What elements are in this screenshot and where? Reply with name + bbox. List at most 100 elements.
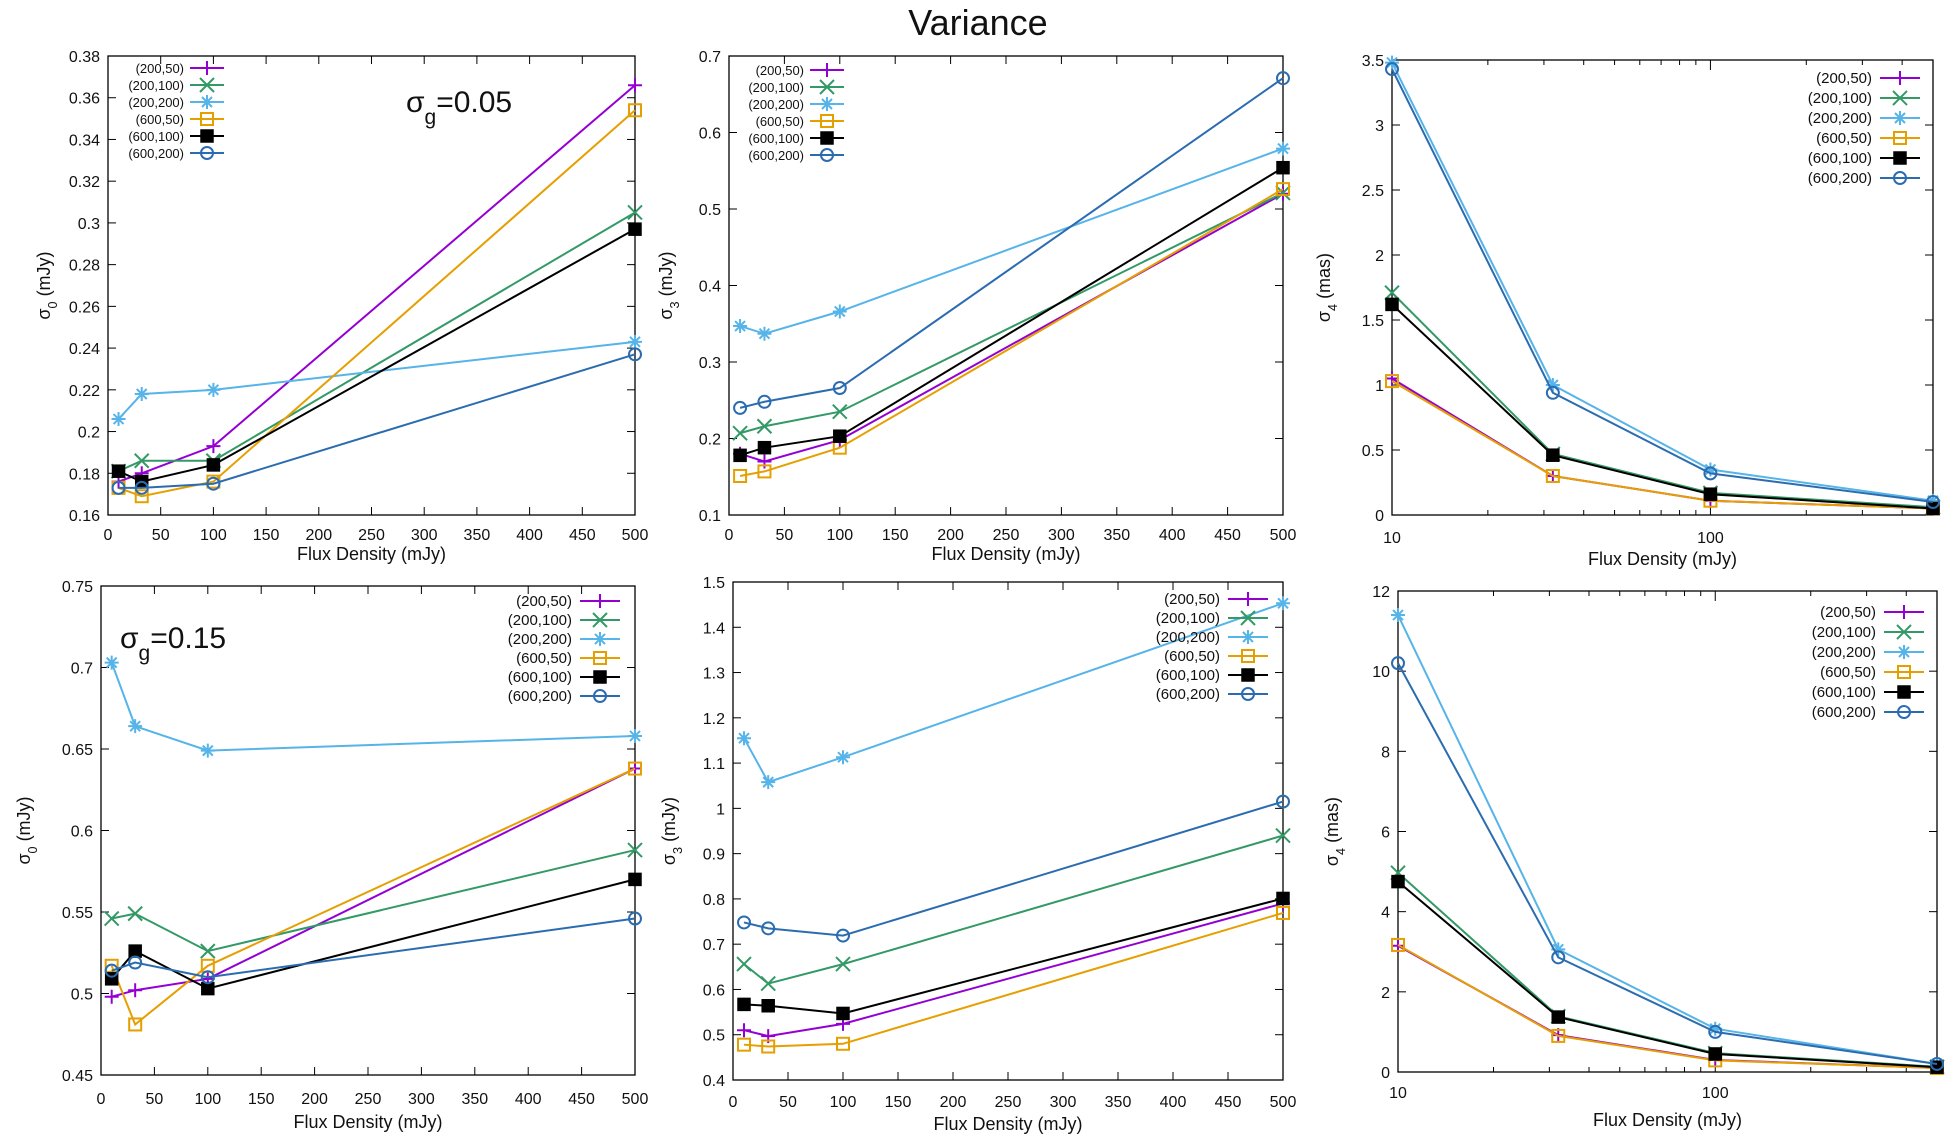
y-tick-label: 0.5	[703, 1028, 725, 1045]
y-tick-label: 0.2	[699, 432, 721, 449]
y-tick-label: 0.55	[62, 905, 93, 922]
data-point-(600,100)	[1276, 160, 1290, 175]
chart-panel-4: 0.45 0.5 0.55 0.6 0.65 0.7 0.75 0 50 100 150 200 250…	[14, 579, 648, 1132]
chart-panel-2: 0.1 0.2 0.3 0.4 0.5 0.6 0.7 0 50 100 150 200 250 300 3…	[656, 49, 1296, 564]
data-point-(200,200)	[761, 775, 776, 790]
legend-marker	[200, 61, 214, 75]
data-point-(600,200)	[737, 915, 751, 930]
legend-marker	[592, 612, 608, 628]
y-tick-label: 0.38	[69, 49, 100, 66]
x-tick-label: 400	[516, 527, 543, 544]
series-line-(200,200)	[1397, 614, 1938, 1065]
legend-marker	[200, 129, 214, 143]
x-axis-label: Flux Density (mJy)	[297, 544, 446, 564]
y-axis-label: σ4 (mas)	[1322, 797, 1348, 866]
data-point-(600,100)	[733, 448, 747, 463]
y-tick-label: 2	[1375, 248, 1384, 265]
y-tick-label: 0.8	[703, 892, 725, 909]
legend-marker	[593, 670, 607, 684]
legend-marker	[820, 148, 834, 162]
x-axis-label: Flux Density (mJy)	[1593, 1110, 1742, 1130]
legend-marker	[820, 97, 834, 111]
series-line-(600,200)	[118, 353, 636, 489]
legend-marker	[1893, 131, 1907, 145]
plot-frame-2	[728, 55, 1284, 516]
legend-marker	[1893, 71, 1907, 85]
legend-label: (600,200)	[748, 148, 804, 163]
x-tick-label: 0	[104, 527, 113, 544]
data-point-(600,100)	[1276, 891, 1290, 906]
series-line-(600,50)	[743, 911, 1284, 1048]
data-point-(200,50)	[104, 989, 119, 1004]
x-tick-label: 300	[1050, 1094, 1077, 1111]
series-line-(200,50)	[118, 84, 636, 483]
sigma-g-annotation: σg=0.15	[120, 622, 226, 665]
x-tick-label: 250	[355, 1091, 382, 1108]
legend-label: (600,50)	[756, 114, 804, 129]
data-point-(200,100)	[732, 425, 748, 441]
data-point-(600,50)	[836, 1036, 850, 1051]
data-point-(600,200)	[628, 911, 642, 926]
legend-marker	[1241, 630, 1255, 644]
data-point-(600,200)	[836, 928, 850, 943]
data-point-(600,200)	[1708, 1024, 1723, 1039]
data-point-(200,200)	[104, 655, 119, 670]
data-point-(600,100)	[1546, 448, 1560, 462]
legend-label: (600,50)	[1164, 648, 1220, 665]
x-tick-label: 10	[1389, 1085, 1407, 1102]
legend-label: (600,50)	[1816, 130, 1872, 147]
series-line-(600,200)	[1397, 662, 1938, 1065]
y-tick-label: 1.4	[703, 620, 725, 637]
series-line-(600,200)	[743, 800, 1284, 937]
series-line-(200,100)	[1391, 291, 1934, 509]
chart-panel-5: 0.4 0.5 0.6 0.7 0.8 0.9 1 1.1 1.2 1.3 1.4 1.5 0 50 100…	[659, 575, 1296, 1134]
y-tick-label: 0.26	[69, 299, 100, 316]
data-point-(600,100)	[628, 872, 642, 887]
legend-label: (200,50)	[1820, 604, 1876, 621]
data-point-(600,100)	[1391, 874, 1405, 889]
legend-label: (600,200)	[1156, 686, 1220, 703]
series-line-(200,100)	[111, 849, 636, 953]
data-point-(200,50)	[737, 1023, 751, 1038]
data-point-(200,100)	[134, 453, 150, 469]
series-line-(200,200)	[117, 340, 636, 420]
legend-label: (200,100)	[128, 78, 184, 93]
series-line-(600,50)	[110, 767, 636, 1027]
data-point-(200,100)	[736, 956, 752, 972]
data-point-(600,50)	[1385, 374, 1399, 389]
x-tick-label: 100	[200, 527, 227, 544]
series-line-(600,100)	[110, 878, 636, 990]
legend-marker	[1241, 592, 1255, 606]
series-line-(600,100)	[1391, 303, 1934, 510]
y-tick-label: 1.2	[703, 711, 725, 728]
x-tick-label: 400	[1160, 1094, 1187, 1111]
data-point-(600,100)	[757, 440, 772, 455]
legend-label: (600,100)	[1808, 150, 1872, 167]
series-line-(600,100)	[1397, 880, 1938, 1069]
x-tick-label: 350	[1105, 1094, 1132, 1111]
legend-marker	[200, 95, 214, 109]
data-point-(600,200)	[104, 963, 119, 978]
y-tick-label: 0.6	[699, 126, 721, 143]
y-axis-label: σ0 (mJy)	[34, 251, 60, 319]
data-point-(600,100)	[1551, 1010, 1566, 1024]
y-axis-label: σ3 (mJy)	[659, 797, 685, 865]
data-point-(200,100)	[756, 418, 773, 434]
legend-label: (200,100)	[748, 80, 804, 95]
data-point-(600,200)	[128, 955, 143, 970]
x-tick-label: 200	[937, 527, 964, 544]
legend-marker	[199, 77, 215, 93]
legend-label: (200,200)	[1812, 644, 1876, 661]
x-tick-label: 150	[882, 527, 909, 544]
sigma-g-annotation: σg=0.05	[406, 86, 512, 129]
data-point-(600,200)	[1551, 950, 1566, 965]
data-point-(600,200)	[761, 921, 776, 936]
x-tick-label: 250	[358, 527, 385, 544]
legend-label: (600,100)	[1156, 667, 1220, 684]
data-point-(200,100)	[103, 910, 120, 927]
data-point-(600,100)	[737, 997, 751, 1012]
legend-label: (600,200)	[1808, 170, 1872, 187]
data-point-(600,200)	[1385, 62, 1399, 77]
series-line-(200,200)	[1391, 62, 1934, 502]
data-point-(600,200)	[1930, 1056, 1944, 1071]
